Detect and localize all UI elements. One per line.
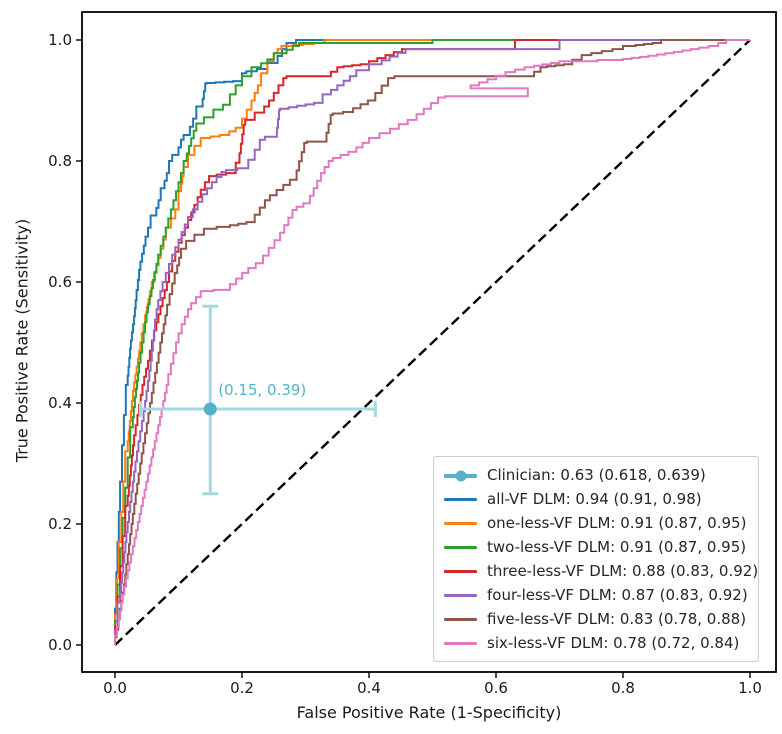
- legend-box: Clinician: 0.63 (0.618, 0.639) all-VF DL…: [433, 456, 759, 662]
- y-tick-label: 0.0: [48, 636, 72, 654]
- legend-swatch-four-less-vf: [444, 593, 477, 597]
- legend-swatch-six-less-vf: [444, 641, 477, 645]
- x-tick-label: 0.6: [484, 679, 508, 697]
- legend-label: two-less-VF DLM: 0.91 (0.87, 0.95): [487, 538, 747, 557]
- legend-entry-clinician: Clinician: 0.63 (0.618, 0.639): [444, 464, 748, 488]
- x-axis-label: False Positive Rate (1-Specificity): [296, 703, 562, 722]
- y-tick-label: 0.2: [48, 515, 72, 533]
- legend-label: five-less-VF DLM: 0.83 (0.78, 0.88): [487, 609, 747, 628]
- legend-entry-five-less-vf: five-less-VF DLM: 0.83 (0.78, 0.88): [444, 607, 748, 631]
- legend-label: six-less-VF DLM: 0.78 (0.72, 0.84): [487, 633, 740, 652]
- legend-swatch-two-less-vf: [444, 546, 477, 550]
- x-tick-label: 0.8: [611, 679, 635, 697]
- roc-curve-six-less-vf-dlm: [114, 39, 750, 645]
- legend-entry-one-less-vf: one-less-VF DLM: 0.91 (0.87, 0.95): [444, 512, 748, 536]
- clinician-point-annotation: (0.15, 0.39): [218, 381, 307, 400]
- legend-swatch-three-less-vf: [444, 569, 477, 573]
- legend-label: Clinician: 0.63 (0.618, 0.639): [487, 466, 706, 485]
- x-tick-label: 0.0: [103, 679, 127, 697]
- legend-swatch-clinician: [444, 470, 477, 482]
- y-axis-label: True Positive Rate (Sensitivity): [12, 218, 32, 463]
- legend-label: one-less-VF DLM: 0.91 (0.87, 0.95): [487, 514, 747, 533]
- legend-swatch-all-vf: [444, 498, 477, 502]
- y-tick-label: 1.0: [48, 31, 72, 49]
- roc-curve-four-less-vf-dlm: [114, 39, 750, 645]
- legend-entry-four-less-vf: four-less-VF DLM: 0.87 (0.83, 0.92): [444, 583, 748, 607]
- y-tick-label: 0.8: [48, 152, 72, 170]
- y-tick-label: 0.6: [48, 273, 72, 291]
- x-tick-label: 0.4: [357, 679, 381, 697]
- legend-entry-three-less-vf: three-less-VF DLM: 0.88 (0.83, 0.92): [444, 560, 758, 584]
- legend-entry-six-less-vf: six-less-VF DLM: 0.78 (0.72, 0.84): [444, 631, 748, 655]
- clinician-point-marker: [203, 402, 217, 416]
- chance-diagonal-line: [114, 39, 751, 646]
- y-tick-label: 0.4: [48, 394, 72, 412]
- legend-swatch-one-less-vf: [444, 522, 477, 526]
- legend-entry-all-vf: all-VF DLM: 0.94 (0.91, 0.98): [444, 488, 748, 512]
- legend-label: all-VF DLM: 0.94 (0.91, 0.98): [487, 490, 702, 509]
- x-tick-label: 0.2: [230, 679, 254, 697]
- legend-label: four-less-VF DLM: 0.87 (0.83, 0.92): [487, 585, 748, 604]
- roc-curve-all-vf-dlm: [114, 39, 750, 645]
- axes-frame: [81, 11, 777, 673]
- legend-label: three-less-VF DLM: 0.88 (0.83, 0.92): [487, 561, 759, 580]
- legend-swatch-five-less-vf: [444, 617, 477, 621]
- roc-curve-two-less-vf-dlm: [114, 39, 750, 645]
- legend-entry-two-less-vf: two-less-VF DLM: 0.91 (0.87, 0.95): [444, 536, 748, 560]
- x-tick-label: 1.0: [738, 679, 762, 697]
- roc-curve-five-less-vf-dlm: [114, 39, 750, 645]
